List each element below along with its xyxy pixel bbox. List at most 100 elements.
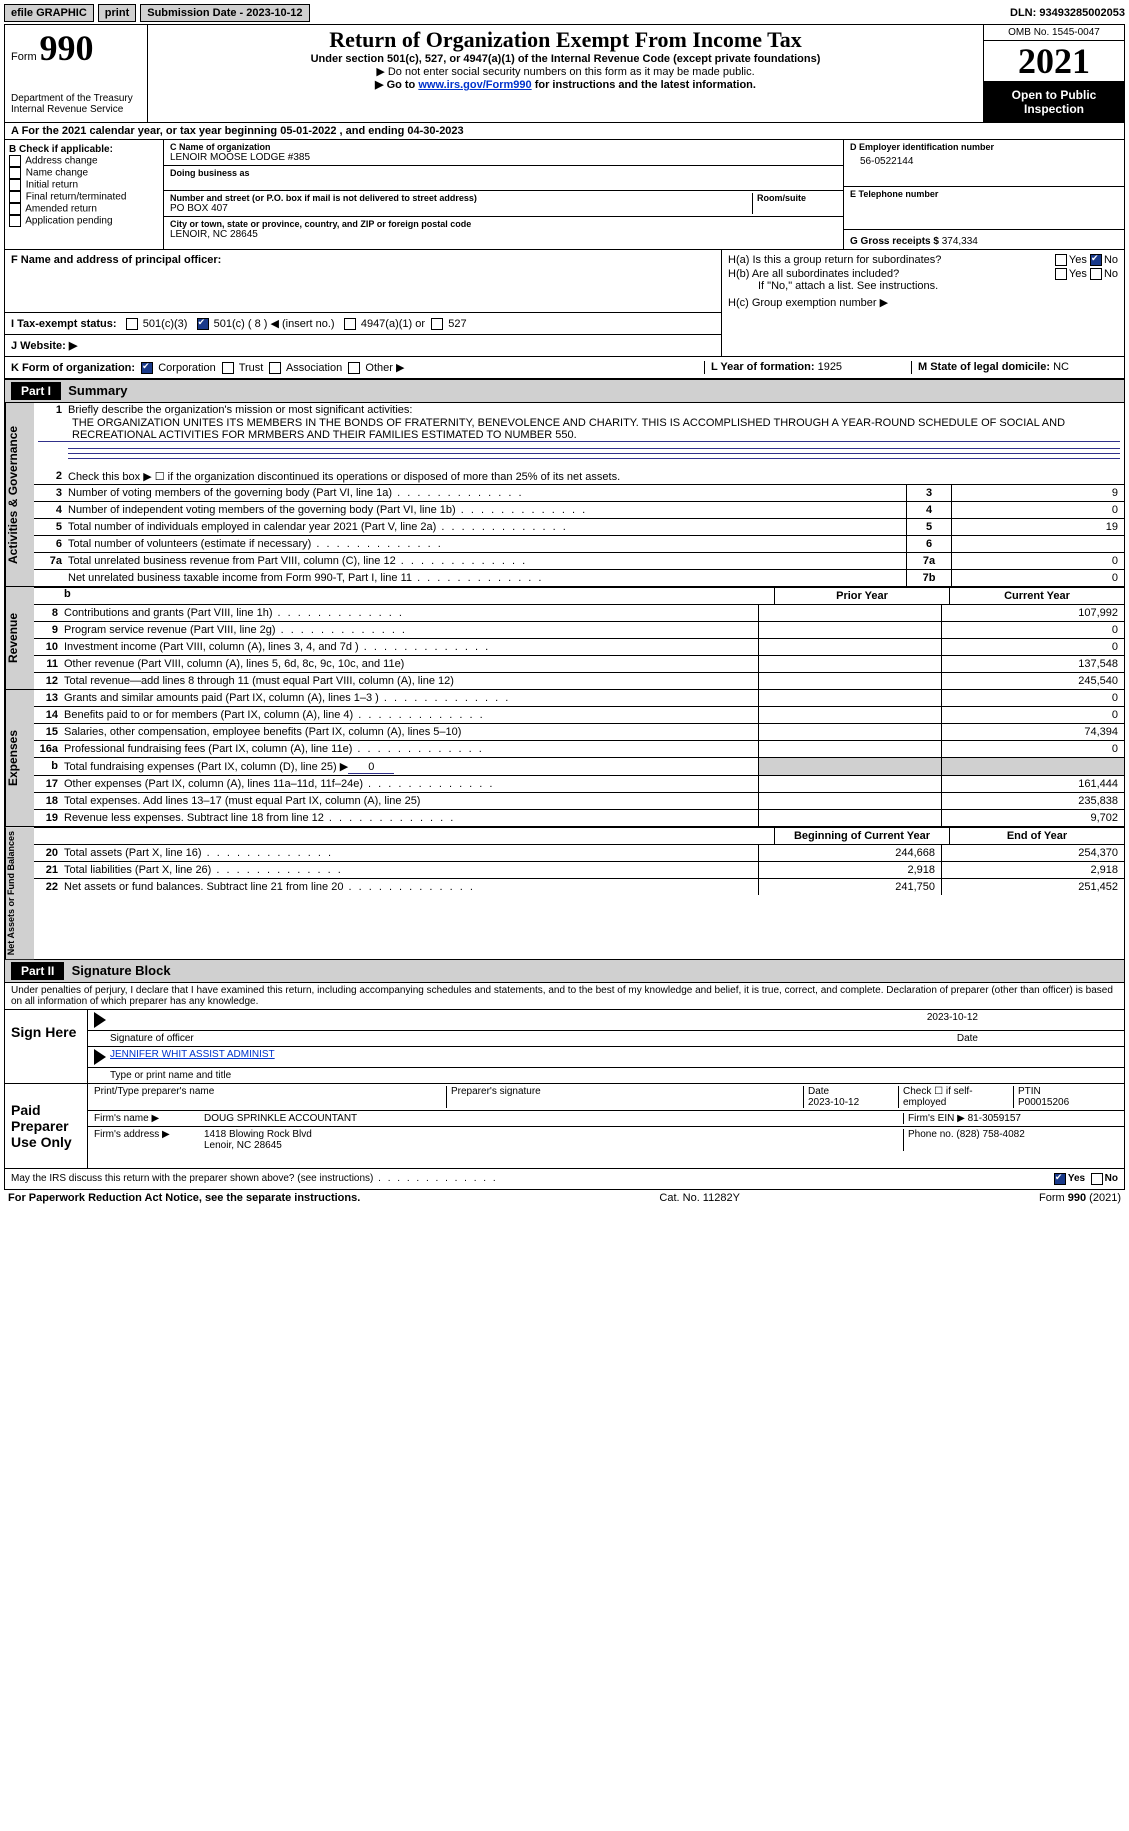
- note2-post: for instructions and the latest informat…: [532, 79, 756, 91]
- 527-checkbox[interactable]: [431, 318, 443, 330]
- sidebar-exp: Expenses: [5, 690, 34, 826]
- self-employed-check: Check ☐ if self-employed: [898, 1086, 1013, 1108]
- phone-label: Phone no.: [908, 1129, 954, 1140]
- ptin: P00015206: [1018, 1097, 1069, 1108]
- val-7a: 0: [951, 553, 1124, 569]
- bv20: 244,668: [758, 845, 941, 861]
- ev22: 251,452: [941, 879, 1124, 895]
- page-footer: For Paperwork Reduction Act Notice, see …: [4, 1190, 1125, 1206]
- ev20: 254,370: [941, 845, 1124, 861]
- sig-officer-label: Signature of officer: [110, 1033, 957, 1044]
- form-number: 990: [39, 28, 93, 68]
- irs-link[interactable]: www.irs.gov/Form990: [418, 79, 531, 91]
- initial-return-checkbox[interactable]: [9, 179, 21, 191]
- firm-ein: 81-3059157: [968, 1113, 1021, 1124]
- prep-sig-label: Preparer's signature: [446, 1086, 803, 1108]
- cv8: 107,992: [941, 605, 1124, 621]
- discuss-yes-checkbox[interactable]: [1054, 1173, 1066, 1185]
- val-7b: 0: [951, 570, 1124, 586]
- 4947-checkbox[interactable]: [344, 318, 356, 330]
- line12: Total revenue—add lines 8 through 11 (mu…: [64, 673, 758, 689]
- line1-label: Briefly describe the organization's miss…: [68, 404, 1120, 416]
- line2: Check this box ▶ ☐ if the organization d…: [68, 470, 1120, 483]
- cv19: 9,702: [941, 810, 1124, 826]
- hb-no-checkbox[interactable]: [1090, 268, 1102, 280]
- addr-change-checkbox[interactable]: [9, 155, 21, 167]
- trust-checkbox[interactable]: [222, 362, 234, 374]
- ptin-label: PTIN: [1018, 1086, 1041, 1097]
- row-f-to-j: F Name and address of principal officer:…: [5, 250, 1124, 357]
- ein-value: 56-0522144: [850, 152, 1118, 167]
- i-label: I Tax-exempt status:: [11, 318, 117, 330]
- city-label: City or town, state or province, country…: [170, 219, 837, 229]
- cat-no: Cat. No. 11282Y: [659, 1192, 740, 1204]
- corp-checkbox[interactable]: [141, 362, 153, 374]
- ha-yes-checkbox[interactable]: [1055, 254, 1067, 266]
- firm-ein-label: Firm's EIN ▶: [908, 1113, 965, 1124]
- line7b: Net unrelated business taxable income fr…: [68, 572, 543, 584]
- hb-note: If "No," attach a list. See instructions…: [728, 280, 1118, 292]
- date-label: Date: [957, 1033, 978, 1044]
- cv13: 0: [941, 690, 1124, 706]
- paid-preparer-label: Paid Preparer Use Only: [5, 1084, 88, 1168]
- print-button[interactable]: print: [98, 4, 136, 22]
- line10: Investment income (Part VIII, column (A)…: [64, 639, 758, 655]
- amended-return-checkbox[interactable]: [9, 203, 21, 215]
- final-return-checkbox[interactable]: [9, 191, 21, 203]
- 501c-checkbox[interactable]: [197, 318, 209, 330]
- k-label: K Form of organization:: [11, 362, 135, 374]
- expenses-section: Expenses 13Grants and similar amounts pa…: [5, 690, 1124, 827]
- form-990: Form 990 Department of the Treasury Inte…: [4, 24, 1125, 1010]
- ha-label: H(a) Is this a group return for subordin…: [728, 254, 1055, 266]
- firm-name-label: Firm's name ▶: [94, 1113, 204, 1124]
- line16a: Professional fundraising fees (Part IX, …: [64, 741, 758, 757]
- assoc-checkbox[interactable]: [269, 362, 281, 374]
- val-4: 0: [951, 502, 1124, 518]
- begin-year-hdr: Beginning of Current Year: [774, 828, 949, 844]
- firm-addr1: 1418 Blowing Rock Blvd: [204, 1129, 312, 1140]
- hc-label: H(c) Group exemption number ▶: [728, 296, 1118, 309]
- cv11: 137,548: [941, 656, 1124, 672]
- ha-no-checkbox[interactable]: [1090, 254, 1102, 266]
- inspection-label: Open to Public Inspection: [984, 82, 1124, 122]
- line11: Other revenue (Part VIII, column (A), li…: [64, 656, 758, 672]
- g-label: G Gross receipts $: [850, 236, 939, 247]
- prep-date: 2023-10-12: [808, 1097, 859, 1108]
- line7a: Total unrelated business revenue from Pa…: [68, 555, 527, 567]
- hb-label: H(b) Are all subordinates included?: [728, 268, 1055, 280]
- line6: Total number of volunteers (estimate if …: [68, 538, 443, 550]
- discuss-no-checkbox[interactable]: [1091, 1173, 1103, 1185]
- cv9: 0: [941, 622, 1124, 638]
- line5: Total number of individuals employed in …: [68, 521, 568, 533]
- part1-header: Part I: [11, 382, 61, 400]
- sign-here-label: Sign Here: [5, 1010, 88, 1083]
- f-label: F Name and address of principal officer:: [11, 254, 221, 266]
- officer-name[interactable]: JENNIFER WHIT ASSIST ADMINIST: [110, 1049, 275, 1065]
- part1-title: Summary: [68, 383, 127, 398]
- revenue-section: Revenue bPrior YearCurrent Year 8Contrib…: [5, 587, 1124, 690]
- hb-yes-checkbox[interactable]: [1055, 268, 1067, 280]
- arrow-icon: [94, 1049, 106, 1065]
- line16b-pre: Total fundraising expenses (Part IX, col…: [64, 761, 348, 773]
- firm-addr-label: Firm's address ▶: [94, 1129, 204, 1151]
- e-label: E Telephone number: [850, 189, 1118, 199]
- cv15: 74,394: [941, 724, 1124, 740]
- j-label: J Website: ▶: [11, 340, 77, 352]
- city-value: LENOIR, NC 28645: [170, 229, 837, 240]
- line21: Total liabilities (Part X, line 26): [64, 862, 758, 878]
- app-pending-checkbox[interactable]: [9, 215, 21, 227]
- form-header: Form 990 Department of the Treasury Inte…: [5, 25, 1124, 123]
- dept-treasury: Department of the Treasury: [11, 93, 141, 104]
- line20: Total assets (Part X, line 16): [64, 845, 758, 861]
- footer-form: 990: [1068, 1192, 1086, 1204]
- prior-year-hdr: Prior Year: [774, 588, 949, 604]
- prep-name-label: Print/Type preparer's name: [94, 1086, 446, 1108]
- form-subtitle: Under section 501(c), 527, or 4947(a)(1)…: [152, 53, 979, 65]
- b-label: B Check if applicable:: [9, 144, 159, 155]
- name-change-checkbox[interactable]: [9, 167, 21, 179]
- arrow-icon: [94, 1012, 106, 1028]
- 501c3-checkbox[interactable]: [126, 318, 138, 330]
- row-a-tax-year: A For the 2021 calendar year, or tax yea…: [5, 123, 1124, 140]
- other-checkbox[interactable]: [348, 362, 360, 374]
- firm-name: DOUG SPRINKLE ACCOUNTANT: [204, 1113, 903, 1124]
